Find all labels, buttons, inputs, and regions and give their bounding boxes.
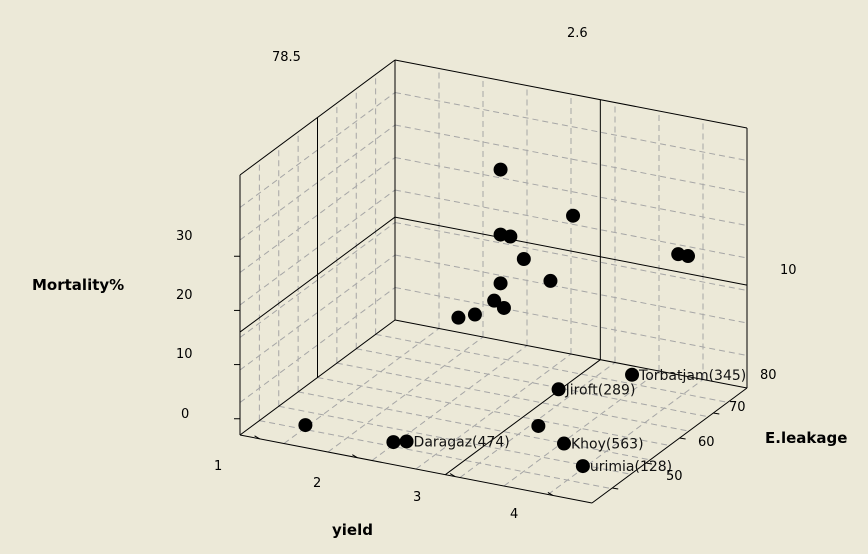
back-mid-line xyxy=(394,216,748,286)
corner-label: 2.6 xyxy=(567,26,588,41)
y-tick-mark xyxy=(713,412,720,415)
points-layer xyxy=(298,162,696,474)
box-edge xyxy=(394,59,748,129)
corner-label: 78.5 xyxy=(272,50,301,65)
side-wall-grid-line xyxy=(239,254,396,371)
floor-grid-line xyxy=(459,362,616,478)
floor-grid-line xyxy=(547,379,704,495)
point-label: Daragaz(474) xyxy=(414,434,510,450)
side-wall-grid-line xyxy=(239,287,396,403)
z-tick-label: 10 xyxy=(176,347,193,362)
point-label: Jiroft(289) xyxy=(565,382,636,398)
side-wall-grid-line xyxy=(239,124,396,241)
y-tick-mark xyxy=(679,437,686,440)
point-label: Khoy(563) xyxy=(571,437,644,453)
data-point xyxy=(551,382,566,397)
data-point xyxy=(386,435,401,450)
z-tick-label: 30 xyxy=(176,229,193,244)
floor-grid-line xyxy=(415,353,572,470)
frame-layer xyxy=(234,59,748,504)
corner-label: 10 xyxy=(780,263,797,278)
data-point xyxy=(493,276,508,291)
corner-labels: 78.5 2.6 10 xyxy=(272,26,797,278)
data-point xyxy=(625,367,640,382)
x-tick-mark xyxy=(449,473,456,477)
data-point xyxy=(467,307,482,322)
z-tick-label: 0 xyxy=(181,407,189,422)
x-tick-mark xyxy=(254,435,260,440)
floor-grid-line xyxy=(503,370,660,487)
side-wall-grid-line xyxy=(239,222,396,338)
box-edge xyxy=(239,434,593,504)
point-labels-layer: Daragaz(474) Khoy(563) urimia(128) Jiroft(2… xyxy=(414,368,747,475)
data-point xyxy=(575,459,590,474)
y-tick-labels: 50 60 70 80 xyxy=(666,368,777,484)
point-label: Torbatjam(345) xyxy=(638,368,746,384)
x-tick-label: 3 xyxy=(413,490,421,505)
data-point xyxy=(543,273,558,288)
x-tick-label: 2 xyxy=(313,476,321,491)
side-wall-grid-line xyxy=(239,189,396,306)
data-point xyxy=(451,310,466,325)
y-axis-title: E.leakage xyxy=(765,429,847,447)
y-tick-label: 60 xyxy=(698,435,715,450)
box-edge xyxy=(394,319,748,389)
grid-layer xyxy=(239,68,748,495)
data-point xyxy=(681,249,696,264)
y-tick-label: 70 xyxy=(729,400,746,415)
data-point xyxy=(496,300,511,315)
data-point xyxy=(487,293,502,308)
data-point xyxy=(566,208,581,223)
data-point xyxy=(516,252,531,266)
y-tick-label: 50 xyxy=(666,469,683,484)
side-wall-grid-line xyxy=(239,157,396,273)
box-edge xyxy=(591,387,748,504)
x-tick-mark xyxy=(547,492,554,496)
z-axis-title: Mortality% xyxy=(32,276,124,294)
side-wall-grid-line xyxy=(239,92,396,208)
y-tick-label: 80 xyxy=(760,368,777,383)
data-point xyxy=(399,434,414,449)
data-point xyxy=(556,436,571,451)
x-tick-mark xyxy=(352,454,358,459)
x-tick-label: 1 xyxy=(214,459,222,474)
z-tick-label: 20 xyxy=(176,288,193,303)
data-point xyxy=(298,418,313,433)
floor-grid-line xyxy=(327,336,484,453)
y-tick-mark xyxy=(612,487,619,490)
data-point xyxy=(493,162,508,177)
point-label: urimia(128) xyxy=(590,459,672,475)
x-tick-labels: 1 2 3 4 xyxy=(214,459,518,522)
floor-mid-line xyxy=(445,359,601,476)
x-axis-title: yield xyxy=(332,521,373,539)
data-point xyxy=(531,418,546,433)
y-tick-mark xyxy=(645,462,652,465)
z-tick-labels: 0 10 20 30 xyxy=(176,229,193,422)
data-point xyxy=(503,229,518,244)
x-tick-label: 4 xyxy=(510,507,518,522)
